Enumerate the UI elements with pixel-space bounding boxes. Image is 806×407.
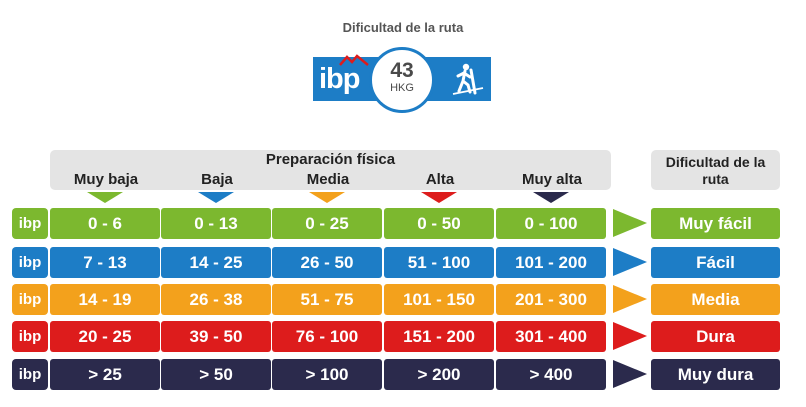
range-cell: 51 - 75 [272, 284, 382, 315]
row-arrow-icon [613, 209, 647, 237]
level-label: Media [306, 171, 350, 188]
range-cell: 76 - 100 [272, 321, 382, 352]
range-cell: 101 - 150 [384, 284, 494, 315]
range-cell: 51 - 100 [384, 247, 494, 278]
difficulty-cell: Media [651, 284, 780, 315]
range-cell: 0 - 6 [50, 208, 160, 239]
difficulty-cell: Muy fácil [651, 208, 780, 239]
level-marker [533, 192, 569, 203]
range-cell: 0 - 100 [496, 208, 606, 239]
range-cell: > 50 [161, 359, 271, 390]
route-difficulty-title: Dificultad de la ruta [342, 20, 464, 35]
difficulty-cell: Dura [651, 321, 780, 352]
range-cell: 39 - 50 [161, 321, 271, 352]
level-marker [309, 192, 345, 203]
mountain-icon [339, 54, 369, 66]
row-ibp-logo: ibp [12, 321, 48, 352]
difficulty-cell: Fácil [651, 247, 780, 278]
row-arrow-icon [613, 322, 647, 350]
range-cell: 14 - 25 [161, 247, 271, 278]
range-cell: 301 - 400 [496, 321, 606, 352]
difficulty-cell: Muy dura [651, 359, 780, 390]
range-cell: > 100 [272, 359, 382, 390]
physical-prep-header [50, 150, 611, 190]
range-cell: 14 - 19 [50, 284, 160, 315]
row-ibp-logo: ibp [12, 359, 48, 390]
range-cell: 26 - 38 [161, 284, 271, 315]
ibp-badge: ibp 43 HKG [313, 47, 491, 113]
level-marker [87, 192, 123, 203]
badge-score-circle: 43 HKG [369, 47, 435, 113]
range-cell: 20 - 25 [50, 321, 160, 352]
difficulty-header: Dificultad de la ruta [651, 150, 780, 190]
level-marker [198, 192, 234, 203]
row-arrow-icon [613, 285, 647, 313]
level-label: Baja [201, 171, 233, 188]
level-marker [421, 192, 457, 203]
badge-unit: HKG [390, 82, 414, 94]
row-ibp-logo: ibp [12, 284, 48, 315]
range-cell: 0 - 50 [384, 208, 494, 239]
range-cell: 151 - 200 [384, 321, 494, 352]
level-label: Muy alta [521, 171, 582, 188]
hiker-icon [452, 63, 484, 95]
range-cell: 0 - 25 [272, 208, 382, 239]
row-ibp-logo: ibp [12, 247, 48, 278]
level-label: Muy baja [73, 171, 139, 188]
range-cell: 101 - 200 [496, 247, 606, 278]
range-cell: 7 - 13 [50, 247, 160, 278]
range-cell: 201 - 300 [496, 284, 606, 315]
row-arrow-icon [613, 360, 647, 388]
physical-prep-title: Preparación física [265, 151, 396, 168]
range-cell: 0 - 13 [161, 208, 271, 239]
range-cell: > 400 [496, 359, 606, 390]
range-cell: > 25 [50, 359, 160, 390]
range-cell: > 200 [384, 359, 494, 390]
level-label: Alta [425, 171, 455, 188]
range-cell: 26 - 50 [272, 247, 382, 278]
row-ibp-logo: ibp [12, 208, 48, 239]
row-arrow-icon [613, 248, 647, 276]
ibp-logo: ibp [319, 63, 361, 95]
badge-score: 43 [390, 59, 414, 82]
